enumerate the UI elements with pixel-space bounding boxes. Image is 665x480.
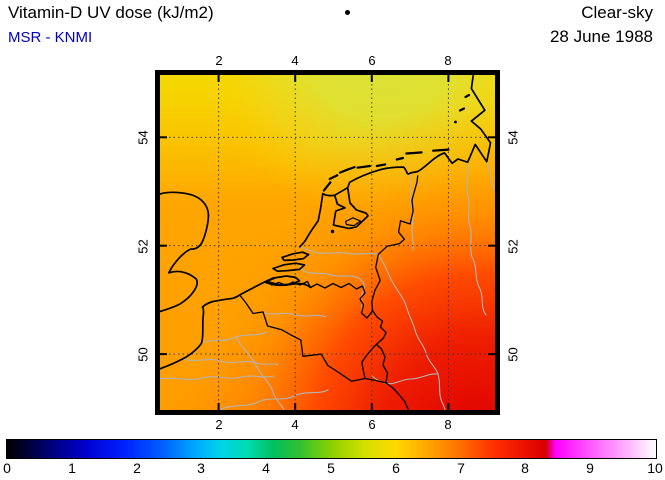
minor-borders-rivers [160,161,495,410]
island-dots [330,120,457,234]
page-title: Vitamin-D UV dose (kJ/m2) [8,3,214,22]
colorbar-tick-label: 5 [327,460,335,476]
graticule [160,75,495,410]
date-label: 28 June 1988 [549,27,653,46]
map-frame [155,70,500,415]
lon-tick-label: 6 [368,417,376,432]
coastlines [160,75,492,370]
colorbar-gradient [7,440,656,458]
colorbar-tick-label: 1 [68,460,76,476]
colorbar [6,439,657,459]
colorbar-tick-label: 3 [197,460,205,476]
colorbar-tick-label: 2 [133,460,141,476]
lat-tick-label: 52 [505,239,521,254]
colorbar-tick-label: 0 [3,460,11,476]
lon-tick-label: 4 [291,417,299,432]
colorbar-tick-label: 6 [392,460,400,476]
lat-tick-label: 50 [505,347,521,362]
data-source-label: MSR - KNMI [8,29,93,46]
map-canvas [160,75,495,410]
lon-tick-label: 2 [215,53,223,68]
sky-condition-label: Clear-sky [581,3,653,22]
lat-tick-label: 54 [505,130,521,145]
frame-ticks [160,75,495,410]
lon-tick-label: 8 [444,53,452,68]
country-borders [239,175,419,410]
colorbar-tick-label: 8 [521,460,529,476]
ink-speck [345,10,350,15]
lon-tick-label: 4 [291,53,299,68]
lon-tick-label: 6 [368,53,376,68]
colorbar-tick-label: 4 [262,460,270,476]
wadden-islands [322,93,471,192]
city-dot [330,229,335,234]
colorbar-tick-label: 9 [586,460,594,476]
lon-tick-label: 8 [444,417,452,432]
colorbar-tick-label: 7 [457,460,465,476]
lon-tick-label: 2 [215,417,223,432]
lat-tick-label: 54 [135,130,151,145]
colorbar-tick-label: 10 [647,460,663,476]
lat-tick-label: 52 [135,239,151,254]
lat-tick-label: 50 [135,347,151,362]
